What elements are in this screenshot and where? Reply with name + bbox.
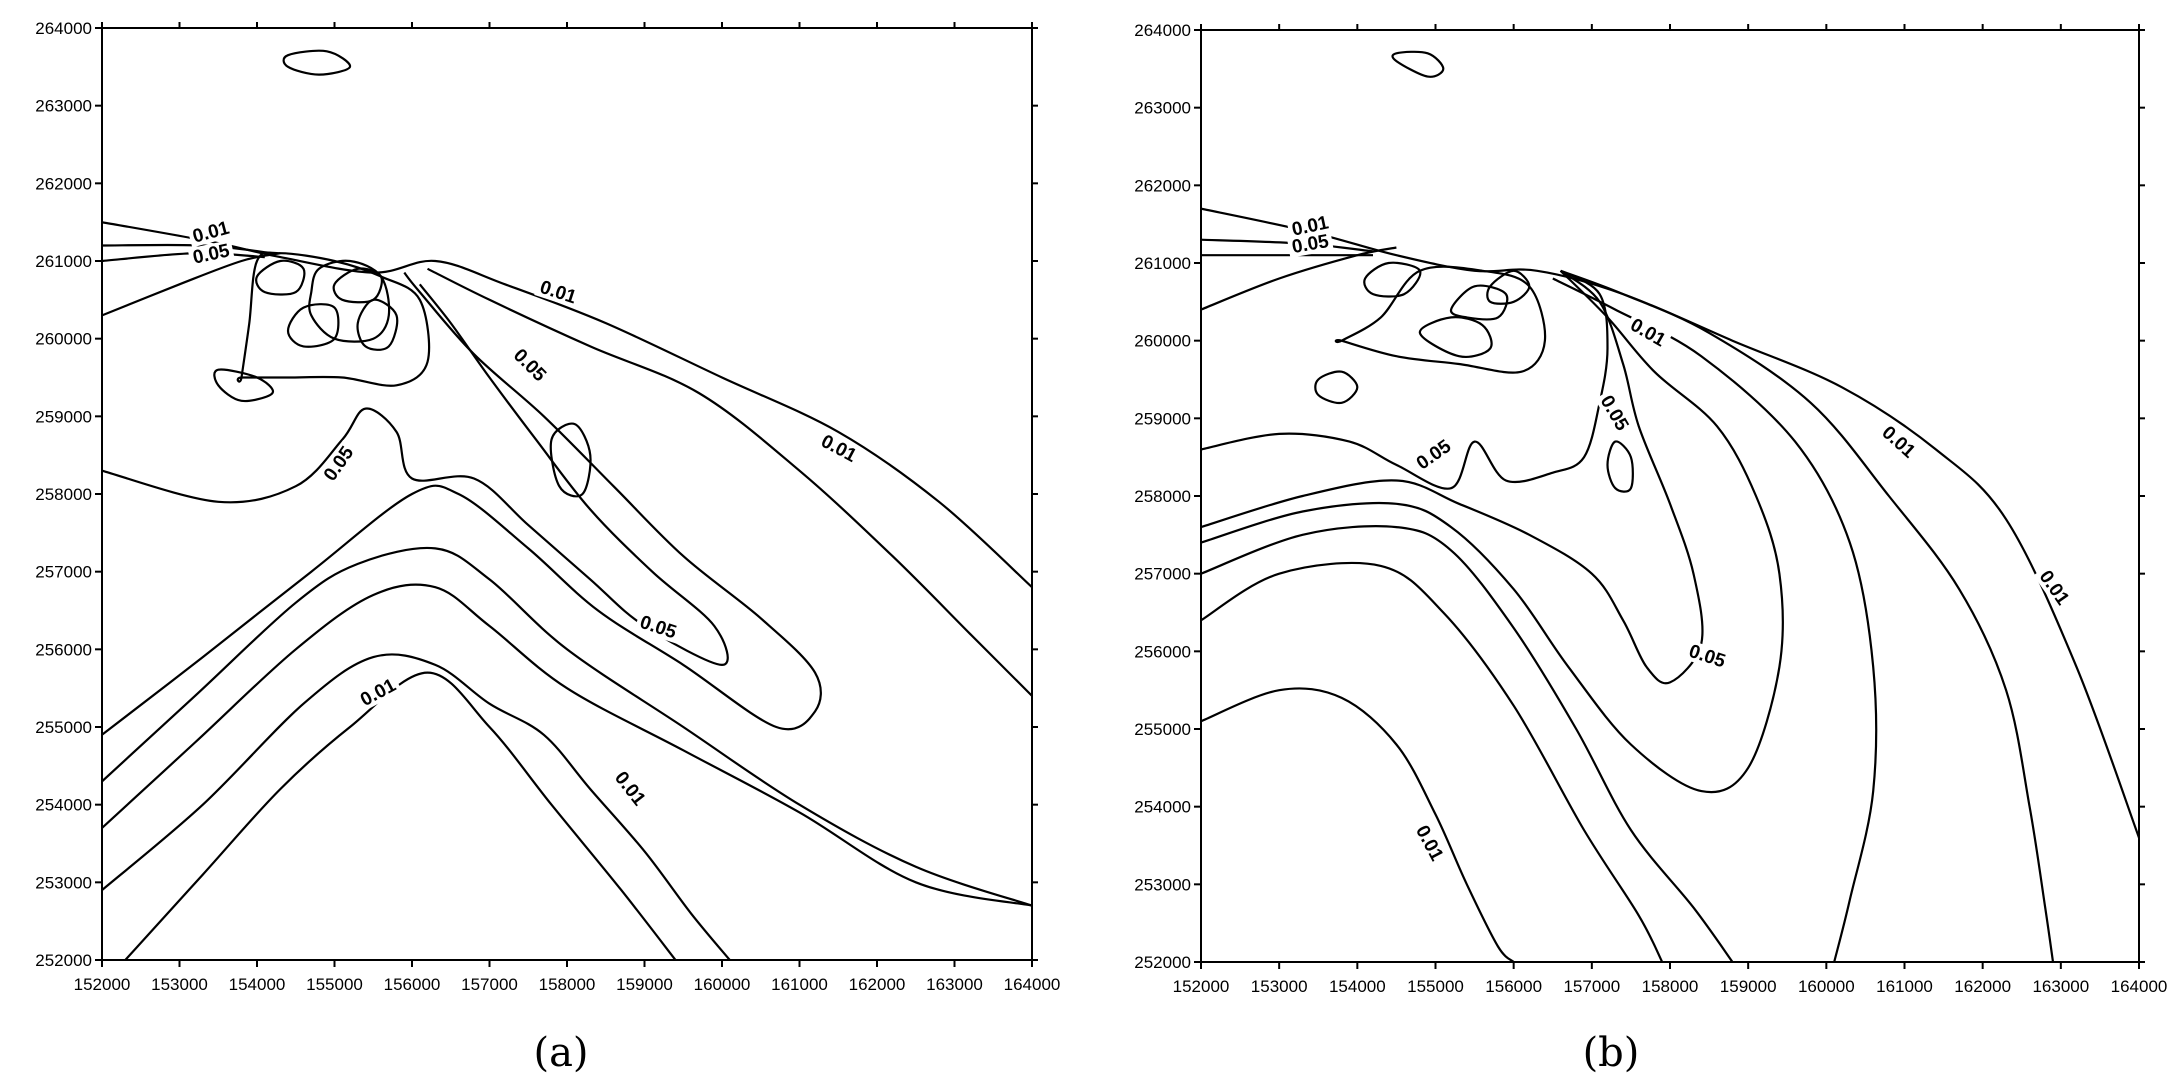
y-tick-label: 255000 — [1134, 720, 1191, 739]
contour-line — [1201, 271, 1608, 489]
contour-label: 0.05 — [1686, 641, 1728, 673]
y-tick-label: 255000 — [35, 718, 92, 737]
y-tick-label: 263000 — [1134, 99, 1191, 118]
x-tick-label: 161000 — [1876, 977, 1933, 996]
y-tick-label: 258000 — [35, 485, 92, 504]
x-tick-label: 156000 — [1485, 977, 1542, 996]
x-tick-label: 157000 — [461, 975, 518, 994]
contour-plot-a: 152000 153000 154000 155000 156000 157000 1580… — [0, 0, 1089, 1082]
contour-line — [428, 269, 1033, 696]
contour-lines — [102, 51, 1032, 960]
y-tick-label: 260000 — [35, 330, 92, 349]
x-tick-label: 154000 — [1329, 977, 1386, 996]
closed-contour — [284, 51, 350, 75]
contour-line — [102, 585, 1032, 906]
caption-b: (b) — [1511, 1030, 1711, 1076]
x-tick-label: 162000 — [1954, 977, 2011, 996]
caption-a: (a) — [461, 1030, 661, 1076]
y-tick-label: 262000 — [1134, 176, 1191, 195]
y-tick-label: 253000 — [35, 873, 92, 892]
x-tick-label: 163000 — [926, 975, 983, 994]
contour-plot-b: 152000 153000 154000 155000 156000 157000 1580… — [1089, 0, 2178, 1082]
y-tick-label: 252000 — [35, 951, 92, 970]
contour-line — [1201, 271, 1783, 792]
y-tick-label: 261000 — [1134, 254, 1191, 273]
contour-line — [102, 253, 265, 261]
x-tick-label: 164000 — [2111, 977, 2168, 996]
contour-line — [102, 273, 821, 735]
x-tick-label: 152000 — [74, 975, 131, 994]
y-tick-label: 263000 — [35, 97, 92, 116]
contour-label: 0.05 — [637, 612, 679, 644]
y-tick-label: 259000 — [1134, 409, 1191, 428]
x-tick-label: 163000 — [2032, 977, 2089, 996]
contour-line — [102, 284, 728, 665]
y-tick-label: 259000 — [35, 407, 92, 426]
y-tick-label: 254000 — [1134, 798, 1191, 817]
closed-contour — [1315, 371, 1357, 403]
closed-contour — [1364, 263, 1420, 297]
contour-line — [125, 673, 675, 960]
y-tick-label: 256000 — [35, 640, 92, 659]
contour-line — [102, 245, 273, 253]
y-tick-label: 257000 — [1134, 565, 1191, 584]
panel-a: 152000 153000 154000 155000 156000 157000 1580… — [0, 0, 1089, 1082]
x-tick-label: 161000 — [771, 975, 828, 994]
x-tick-label: 159000 — [616, 975, 673, 994]
contour-line — [1201, 526, 1733, 962]
x-tick-label: 159000 — [1720, 977, 1777, 996]
contour-line — [1201, 209, 2139, 838]
y-tick-label: 256000 — [1134, 642, 1191, 661]
x-tick-label: 160000 — [694, 975, 751, 994]
contour-line — [1561, 271, 2053, 962]
x-tick-label: 153000 — [1251, 977, 1308, 996]
x-tick-label: 155000 — [1407, 977, 1464, 996]
x-tick-label: 158000 — [1642, 977, 1699, 996]
y-tick-label: 260000 — [1134, 332, 1191, 351]
y-tick-label: 264000 — [35, 19, 92, 38]
plot-frame — [1201, 30, 2139, 962]
closed-contour — [1608, 441, 1633, 491]
x-tick-label: 160000 — [1798, 977, 1855, 996]
y-tick-label: 258000 — [1134, 487, 1191, 506]
x-tick-label: 156000 — [384, 975, 441, 994]
contour-line — [102, 548, 1032, 906]
x-tick-label: 162000 — [849, 975, 906, 994]
y-tick-label: 252000 — [1134, 953, 1191, 972]
x-tick-label: 158000 — [539, 975, 596, 994]
y-tick-label: 262000 — [35, 174, 92, 193]
closed-contour — [256, 261, 304, 295]
y-tick-label: 254000 — [35, 796, 92, 815]
x-tick-label: 157000 — [1563, 977, 1620, 996]
y-tick-label: 264000 — [1134, 21, 1191, 40]
closed-contour — [1451, 286, 1507, 320]
closed-contour — [288, 304, 338, 347]
x-tick-label: 155000 — [306, 975, 363, 994]
y-tick-label: 261000 — [35, 252, 92, 271]
contour-label: 0.01 — [537, 277, 579, 309]
closed-contour — [1393, 52, 1444, 77]
x-tick-label: 154000 — [229, 975, 286, 994]
panel-b: 152000 153000 154000 155000 156000 157000 1580… — [1089, 0, 2178, 1082]
closed-contour — [358, 300, 398, 350]
x-tick-label: 164000 — [1004, 975, 1061, 994]
x-tick-label: 153000 — [151, 975, 208, 994]
closed-contour — [238, 253, 429, 386]
contour-line — [1201, 688, 1514, 962]
contour-line — [102, 222, 1032, 587]
x-tick-label: 152000 — [1173, 977, 1230, 996]
contour-lines — [1201, 52, 2139, 962]
closed-contour — [1420, 317, 1492, 357]
y-tick-label: 257000 — [35, 563, 92, 582]
closed-contour — [214, 369, 273, 401]
y-tick-label: 253000 — [1134, 875, 1191, 894]
